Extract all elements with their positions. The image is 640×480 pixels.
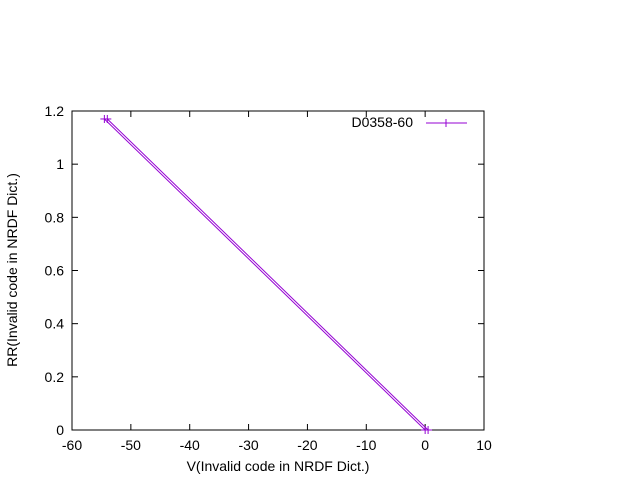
plot-frame bbox=[71, 110, 485, 431]
y-tick-label: 1.2 bbox=[45, 103, 65, 119]
data-point-marker bbox=[424, 426, 433, 434]
series-line bbox=[104, 118, 430, 431]
x-tick-label: 0 bbox=[421, 437, 429, 453]
data-point-marker bbox=[442, 119, 450, 127]
legend-marker bbox=[442, 119, 450, 127]
y-axis-ticks: 0 0.2 0.4 0.6 0.8 1 1.2 bbox=[45, 103, 484, 438]
x-axis-ticks: -60 -50 -40 -30 -20 -10 0 10 bbox=[62, 111, 492, 453]
series-layer bbox=[100, 114, 433, 434]
y-axis-title: RR(Invalid code in NRDF Dict.) bbox=[4, 173, 20, 367]
y-tick-label: 0.4 bbox=[45, 316, 65, 332]
y-tick-label: 0.6 bbox=[45, 263, 65, 279]
x-tick-label: -50 bbox=[121, 437, 141, 453]
y-tick-label: 0.2 bbox=[45, 369, 65, 385]
x-tick-label: -30 bbox=[238, 437, 258, 453]
x-tick-label: 10 bbox=[476, 437, 492, 453]
data-point-marker bbox=[103, 114, 112, 123]
x-tick-label: -20 bbox=[297, 437, 317, 453]
y-tick-label: 0 bbox=[56, 422, 64, 438]
x-tick-label: -10 bbox=[356, 437, 376, 453]
legend-label: D0358-60 bbox=[352, 114, 414, 130]
x-tick-label: -60 bbox=[62, 437, 82, 453]
y-tick-label: 0.8 bbox=[45, 209, 65, 225]
x-tick-label: -40 bbox=[180, 437, 200, 453]
y-tick-label: 1 bbox=[56, 156, 64, 172]
x-axis-title: V(Invalid code in NRDF Dict.) bbox=[187, 458, 370, 474]
legend: D0358-60 bbox=[352, 114, 467, 130]
